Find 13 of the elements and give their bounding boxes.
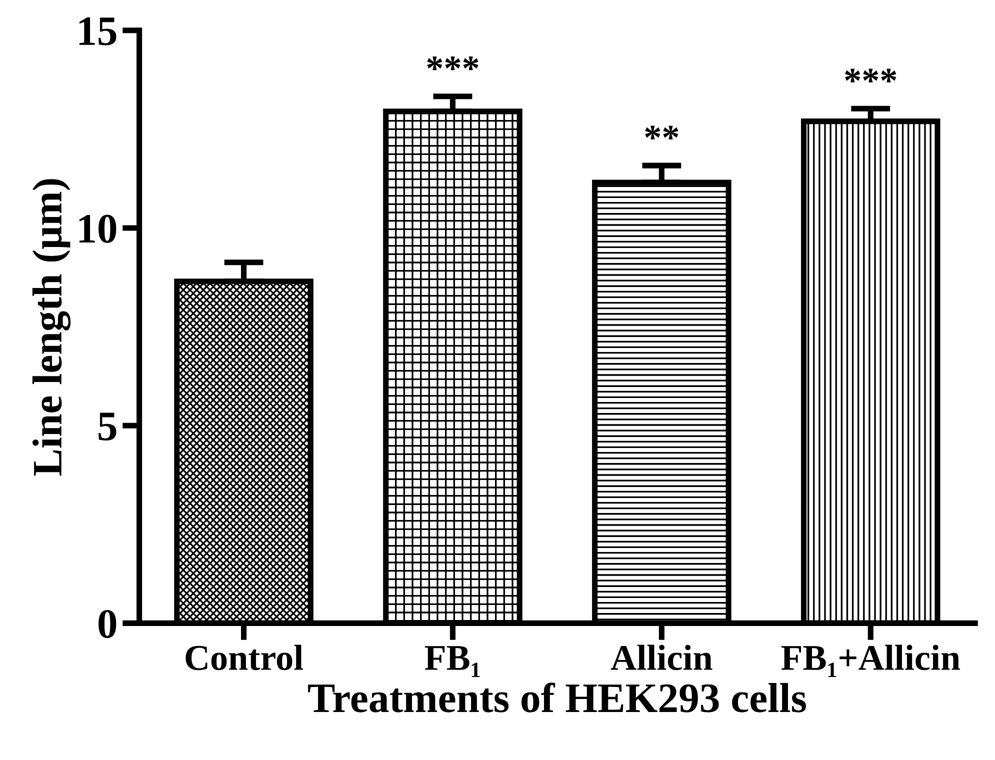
x-tick-label: FB₁: [424, 646, 480, 678]
x-tick-label: Allicin: [610, 644, 712, 670]
annotation: ***: [427, 56, 478, 70]
x-tick-label: FB₁+Allicin: [781, 644, 960, 678]
x-axis-title: Treatments of HEK293 cells: [308, 682, 806, 712]
y-tick-label: 0: [98, 610, 116, 638]
x-tick-label: Control: [186, 644, 304, 670]
y-tick-label: 10: [79, 214, 116, 243]
y-axis-title: Line length (μm): [32, 179, 71, 476]
annotation: **: [645, 126, 678, 140]
y-tick-label: 15: [79, 17, 116, 46]
y-tick-label: 5: [98, 412, 116, 440]
annotation: ***: [845, 68, 896, 82]
